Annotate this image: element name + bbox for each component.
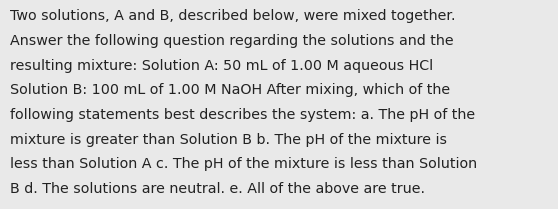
Text: less than Solution A c. The pH of the mixture is less than Solution: less than Solution A c. The pH of the mi…	[10, 157, 477, 171]
Text: Answer the following question regarding the solutions and the: Answer the following question regarding …	[10, 34, 454, 48]
Text: B d. The solutions are neutral. e. All of the above are true.: B d. The solutions are neutral. e. All o…	[10, 182, 425, 196]
Text: following statements best describes the system: a. The pH of the: following statements best describes the …	[10, 108, 475, 122]
Text: resulting mixture: Solution A: 50 mL of 1.00 M aqueous HCl: resulting mixture: Solution A: 50 mL of …	[10, 59, 433, 73]
Text: mixture is greater than Solution B b. The pH of the mixture is: mixture is greater than Solution B b. Th…	[10, 133, 447, 147]
Text: Solution B: 100 mL of 1.00 M NaOH After mixing, which of the: Solution B: 100 mL of 1.00 M NaOH After …	[10, 83, 450, 97]
Text: Two solutions, A and B, described below, were mixed together.: Two solutions, A and B, described below,…	[10, 9, 455, 23]
